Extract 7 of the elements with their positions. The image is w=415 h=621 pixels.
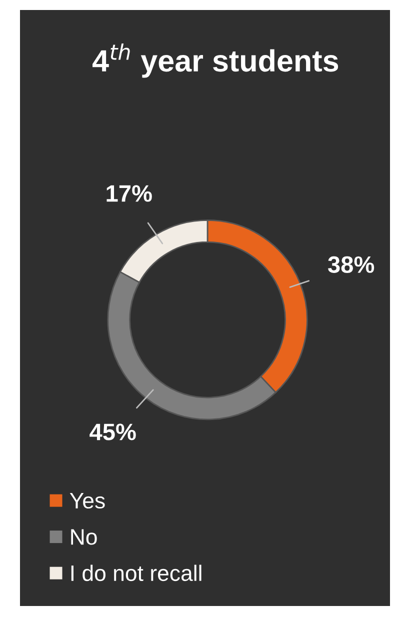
chart-title: 4$^{th}$ year students: [92, 43, 338, 78]
legend-label: Yes: [70, 493, 105, 509]
legend-label: I do not recall: [71, 564, 202, 582]
data-label: 38%: [328, 256, 374, 274]
data-label: 17%: [106, 185, 152, 202]
legend-label: No: [71, 529, 97, 545]
data-label: 45%: [90, 424, 136, 440]
